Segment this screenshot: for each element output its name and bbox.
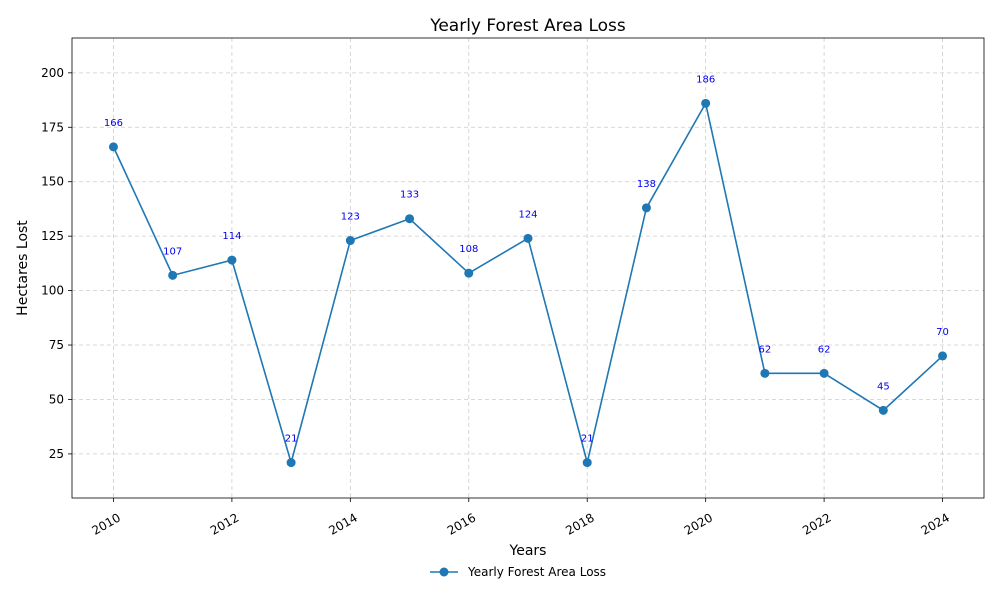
x-axis-label: Years xyxy=(509,543,547,559)
x-tick-label: 2016 xyxy=(445,510,478,537)
y-tick-label: 100 xyxy=(41,284,64,298)
y-tick-label: 75 xyxy=(49,338,64,352)
data-point xyxy=(819,368,829,378)
data-point xyxy=(523,233,533,243)
legend-entry-label: Yearly Forest Area Loss xyxy=(467,565,606,579)
data-label: 123 xyxy=(341,212,360,223)
y-tick-label: 150 xyxy=(41,175,64,189)
data-label: 108 xyxy=(459,244,478,255)
data-label: 62 xyxy=(759,344,772,355)
data-point xyxy=(168,270,178,280)
data-labels-layer: 166 107 114 21 123 133 108 124 21 138 186 62 62 45 70 xyxy=(104,74,949,444)
data-point xyxy=(582,458,592,468)
data-point xyxy=(108,142,118,152)
data-label: 21 xyxy=(581,434,594,445)
data-point xyxy=(760,368,770,378)
data-point xyxy=(701,98,711,108)
data-label: 186 xyxy=(696,74,715,85)
y-tick-label: 50 xyxy=(49,392,64,406)
data-label: 124 xyxy=(518,209,537,220)
legend: Yearly Forest Area Loss xyxy=(430,565,606,579)
y-tick-label: 175 xyxy=(41,120,64,134)
data-label: 138 xyxy=(637,179,656,190)
data-point xyxy=(345,236,355,246)
series-layer xyxy=(108,98,948,468)
data-point xyxy=(286,458,296,468)
data-point xyxy=(878,405,888,415)
data-label: 107 xyxy=(163,246,182,257)
data-point xyxy=(405,214,415,224)
data-point xyxy=(464,268,474,278)
x-tick-label: 2018 xyxy=(563,510,596,537)
x-tick-label: 2022 xyxy=(800,510,833,537)
plot-frame xyxy=(71,37,985,499)
series-line xyxy=(112,101,944,466)
data-point xyxy=(938,351,948,361)
data-label: 21 xyxy=(285,434,298,445)
data-point xyxy=(227,255,237,265)
data-label: 62 xyxy=(818,344,831,355)
axes-layer: 2010 2012 2014 2016 2018 2020 2022 2024 25 50 75 10… xyxy=(41,37,985,538)
y-tick-label: 200 xyxy=(41,66,64,80)
y-tick-label: 25 xyxy=(49,447,64,461)
y-axis-label: Hectares Lost xyxy=(15,220,31,316)
x-tick-label: 2014 xyxy=(326,510,359,537)
x-tick-label: 2012 xyxy=(208,510,241,537)
data-label: 114 xyxy=(222,231,241,242)
y-tick-label: 125 xyxy=(41,229,64,243)
grid-layer xyxy=(72,38,984,498)
chart-title: Yearly Forest Area Loss xyxy=(429,16,626,36)
data-point xyxy=(641,203,651,213)
x-tick-label: 2024 xyxy=(919,510,952,537)
data-label: 166 xyxy=(104,118,123,129)
x-tick-label: 2020 xyxy=(682,510,715,537)
legend-point-marker xyxy=(439,567,449,577)
data-label: 45 xyxy=(877,381,890,392)
data-label: 70 xyxy=(936,327,949,338)
x-tick-label: 2010 xyxy=(90,510,123,537)
data-label: 133 xyxy=(400,190,419,201)
